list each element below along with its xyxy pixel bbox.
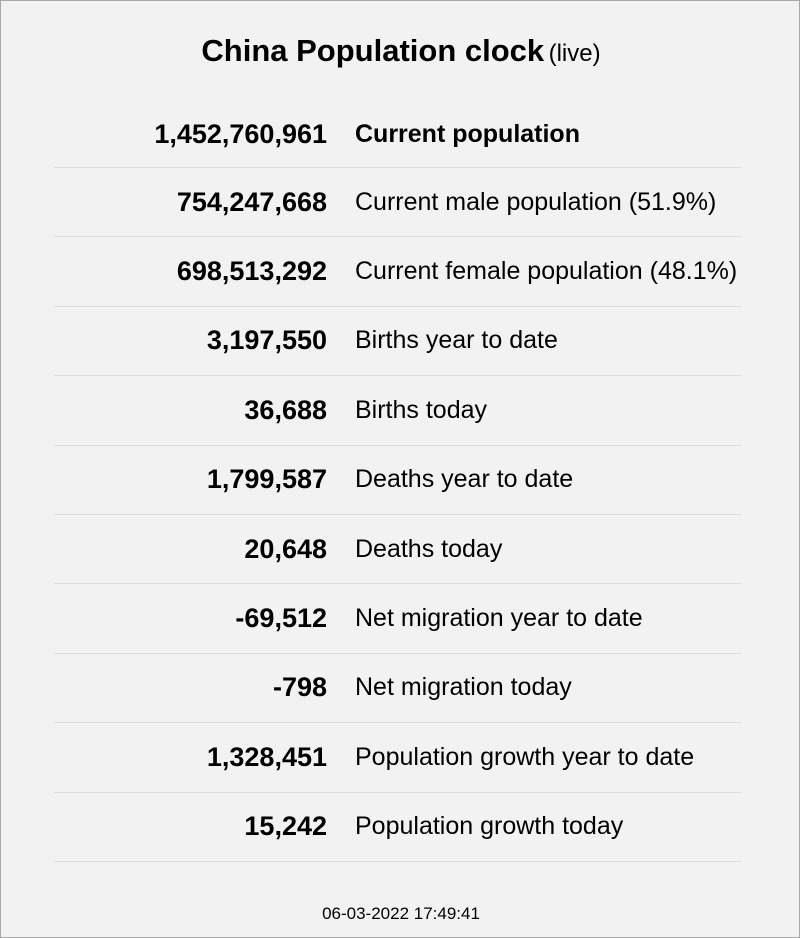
stat-label: Net migration year to date bbox=[355, 604, 643, 633]
stat-value: 1,328,451 bbox=[206, 741, 327, 772]
stat-row-current-population: 1,452,760,961 Current population bbox=[54, 101, 741, 168]
stat-label: Current population bbox=[355, 119, 580, 148]
stat-label: Births today bbox=[355, 395, 488, 424]
stat-label: Current male population (51.9%) bbox=[355, 187, 717, 216]
stat-row-growth-ytd: 1,328,451 Population growth year to date bbox=[54, 723, 741, 793]
stat-label: Births year to date bbox=[355, 326, 558, 355]
stat-label: Deaths today bbox=[355, 534, 503, 563]
stat-row-net-migration-today: -798 Net migration today bbox=[54, 654, 741, 724]
stat-value: 15,242 bbox=[244, 811, 327, 842]
stat-value: 698,513,292 bbox=[176, 256, 327, 287]
stat-row-male-population: 754,247,668 Current male population (51.… bbox=[54, 168, 741, 238]
stat-label: Population growth today bbox=[355, 812, 624, 841]
stat-value: 3,197,550 bbox=[206, 325, 327, 356]
stat-value: 754,247,668 bbox=[176, 186, 327, 217]
stat-value: -69,512 bbox=[235, 603, 327, 634]
stat-row-births-ytd: 3,197,550 Births year to date bbox=[54, 307, 741, 377]
stats-table: 1,452,760,961 Current population 754,247… bbox=[54, 101, 741, 862]
stat-label: Population growth year to date bbox=[355, 742, 695, 771]
stat-value: 20,648 bbox=[244, 533, 327, 564]
timestamp: 06-03-2022 17:49:41 bbox=[322, 904, 480, 923]
stat-row-births-today: 36,688 Births today bbox=[54, 376, 741, 446]
stat-row-growth-today: 15,242 Population growth today bbox=[54, 793, 741, 862]
widget-title: China Population clock (live) bbox=[1, 33, 800, 69]
stat-value: -798 bbox=[272, 672, 327, 703]
stat-row-female-population: 698,513,292 Current female population (4… bbox=[54, 237, 741, 307]
stat-row-deaths-ytd: 1,799,587 Deaths year to date bbox=[54, 446, 741, 515]
stat-label: Deaths year to date bbox=[355, 465, 574, 494]
stat-value: 36,688 bbox=[244, 394, 327, 425]
stat-row-deaths-today: 20,648 Deaths today bbox=[54, 515, 741, 585]
stat-label: Net migration today bbox=[355, 673, 572, 702]
title-live-tag: (live) bbox=[548, 40, 601, 67]
stat-value: 1,799,587 bbox=[206, 464, 327, 495]
stat-value: 1,452,760,961 bbox=[154, 118, 327, 149]
title-text: China Population clock bbox=[201, 33, 545, 68]
stat-row-net-migration-ytd: -69,512 Net migration year to date bbox=[54, 584, 741, 654]
stat-label: Current female population (48.1%) bbox=[355, 257, 738, 286]
